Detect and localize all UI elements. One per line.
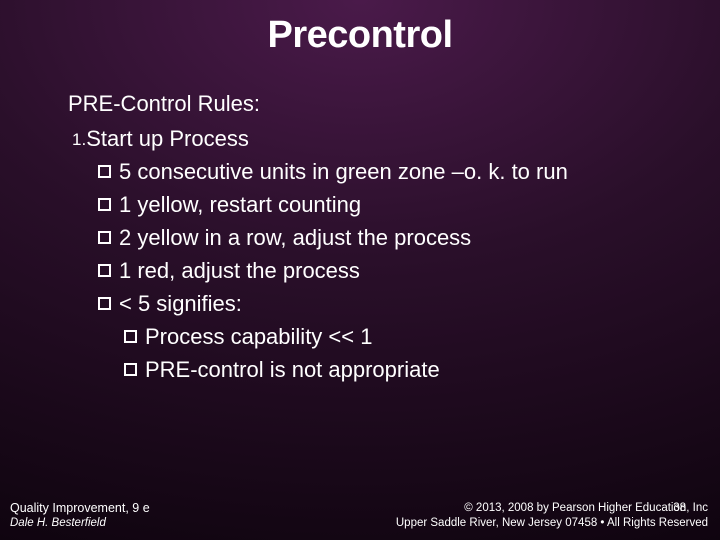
sub-bullet-list: Process capability << 1 PRE-control is n…	[68, 320, 664, 386]
footer-right: © 2013, 2008 by Pearson Higher Education…	[396, 501, 708, 532]
bullet-list: 5 consecutive units in green zone –o. k.…	[68, 155, 664, 320]
list-item: 2 yellow in a row, adjust the process	[98, 221, 664, 254]
slide-content: PRE-Control Rules: 1.Start up Process 5 …	[0, 57, 720, 386]
list-item: 1 yellow, restart counting	[98, 188, 664, 221]
footer: Quality Improvement, 9 e Dale H. Besterf…	[0, 500, 720, 532]
book-title: Quality Improvement, 9 e	[10, 500, 150, 517]
address-text: Upper Saddle River, New Jersey 07458 • A…	[396, 516, 708, 532]
slide-title: Precontrol	[0, 0, 720, 57]
square-bullet-icon	[98, 231, 111, 244]
author-name: Dale H. Besterfield	[10, 516, 150, 532]
step-1-number: 1.	[72, 130, 86, 149]
list-item: 1 red, adjust the process	[98, 254, 664, 287]
sub-bullet-text: Process capability << 1	[145, 320, 372, 353]
rules-header: PRE-Control Rules:	[68, 87, 664, 120]
list-item: < 5 signifies:	[98, 287, 664, 320]
bullet-text: 5 consecutive units in green zone –o. k.…	[119, 155, 568, 188]
square-bullet-icon	[124, 330, 137, 343]
step-1: 1.Start up Process	[72, 122, 664, 155]
bullet-text: 1 yellow, restart counting	[119, 188, 361, 221]
bullet-text: 2 yellow in a row, adjust the process	[119, 221, 471, 254]
copyright-text: © 2013, 2008 by Pearson Higher Education…	[464, 502, 708, 514]
square-bullet-icon	[98, 165, 111, 178]
square-bullet-icon	[98, 297, 111, 310]
bullet-text: < 5 signifies:	[119, 287, 242, 320]
footer-left: Quality Improvement, 9 e Dale H. Besterf…	[10, 500, 150, 532]
bullet-text: 1 red, adjust the process	[119, 254, 360, 287]
list-item: 5 consecutive units in green zone –o. k.…	[98, 155, 664, 188]
page-number: 38	[673, 501, 686, 517]
list-item: PRE-control is not appropriate	[124, 353, 664, 386]
sub-bullet-text: PRE-control is not appropriate	[145, 353, 440, 386]
list-item: Process capability << 1	[124, 320, 664, 353]
square-bullet-icon	[98, 264, 111, 277]
square-bullet-icon	[98, 198, 111, 211]
step-1-text: Start up Process	[86, 126, 249, 151]
square-bullet-icon	[124, 363, 137, 376]
